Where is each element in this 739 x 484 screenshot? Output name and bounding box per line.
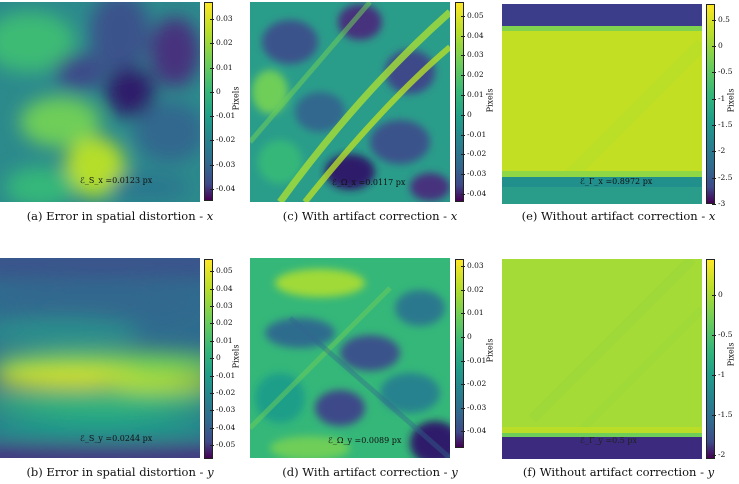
colorbar-c — [455, 2, 464, 202]
colorbar-tick-label: -0.01 — [460, 129, 487, 139]
annotation-a: ℰ_S_x =0.0123 px — [80, 176, 153, 185]
colorbar-tick-label: -2.5 — [711, 172, 733, 182]
annotation-f: ℰ_Γ_y =0.5 px — [580, 436, 638, 445]
colorbar-tick-label: -2 — [711, 450, 726, 459]
colorbar-tick-label: -0.01 — [209, 111, 236, 121]
colorbar-tick-label: 0.01 — [461, 90, 484, 100]
colorbar-tick-label: -0.04 — [209, 183, 236, 193]
colorbar-tick-label: -1.5 — [711, 410, 733, 419]
heatmap-f — [502, 259, 702, 459]
colorbar-tick-label: 0.01 — [461, 308, 484, 318]
colorbar-tick-label: -0.02 — [209, 135, 236, 145]
colorbar-tick-label: 0 — [461, 331, 472, 341]
caption-f: (f) Without artifact correction - y — [522, 465, 715, 479]
colorbar-tick-label: 0.5 — [712, 14, 730, 24]
colorbar-tick-label: 0.02 — [461, 70, 484, 80]
colorbar-f — [706, 259, 715, 459]
heatmap-e — [502, 4, 702, 204]
colorbar-label-f: Pixels — [726, 342, 736, 367]
caption-c: (c) With artifact correction - x — [282, 209, 458, 223]
colorbar-tick-label: -0.04 — [209, 422, 236, 432]
colorbar-tick-label: -0.03 — [460, 169, 487, 179]
colorbar-tick-label: 0.02 — [461, 284, 484, 294]
colorbar-tick-label: -0.04 — [460, 426, 487, 436]
colorbar-tick-label: 0.05 — [461, 10, 484, 20]
colorbar-tick-label: -3 — [711, 199, 726, 208]
heatmap-d — [250, 258, 450, 458]
heatmap-c — [250, 2, 450, 202]
colorbar-tick-label: 0.04 — [461, 30, 484, 40]
colorbar-tick-label: 0.03 — [461, 50, 484, 60]
colorbar-tick-label: -0.05 — [209, 440, 236, 450]
colorbar-label-e: Pixels — [726, 88, 736, 113]
colorbar-tick-label: -0.02 — [209, 387, 236, 397]
annotation-e: ℰ_Γ_x =0.8972 px — [580, 177, 653, 186]
colorbar-e — [706, 4, 715, 204]
colorbar-tick-label: 0 — [461, 109, 472, 119]
colorbar-tick-label: -0.5 — [711, 67, 733, 77]
annotation-b: ℰ_S_y =0.0244 px — [80, 434, 153, 443]
colorbar-label-a: Pixels — [231, 86, 241, 111]
colorbar-tick-label: 0.05 — [210, 266, 233, 276]
caption-d: (d) With artifact correction - y — [282, 465, 458, 479]
colorbar-label-c: Pixels — [485, 88, 495, 113]
colorbar-a — [204, 2, 213, 201]
colorbar-tick-label: -2 — [711, 146, 726, 156]
colorbar-tick-label: -1 — [711, 370, 726, 379]
colorbar-tick-label: -0.01 — [460, 355, 487, 365]
colorbar-tick-label: 0 — [210, 86, 221, 96]
colorbar-tick-label: -0.03 — [460, 402, 487, 412]
annotation-d: ℰ_Ω_y =0.0089 px — [328, 436, 402, 445]
colorbar-tick-label: -0.5 — [711, 330, 733, 339]
colorbar-tick-label: -0.01 — [209, 370, 236, 380]
colorbar-tick-label: -1 — [711, 93, 726, 103]
caption-a: (a) Error in spatial distortion - x — [26, 209, 214, 223]
caption-b: (b) Error in spatial distortion - y — [26, 465, 214, 479]
colorbar-label-d: Pixels — [485, 338, 495, 363]
colorbar-tick-label: 0.02 — [210, 38, 233, 48]
colorbar-tick-label: 0 — [210, 353, 221, 363]
colorbar-tick-label: 0.04 — [210, 283, 233, 293]
colorbar-tick-label: -0.02 — [460, 379, 487, 389]
annotation-c: ℰ_Ω_x =0.0117 px — [332, 178, 406, 187]
colorbar-tick-label: 0.01 — [210, 62, 233, 72]
colorbar-tick-label: 0 — [712, 290, 723, 299]
colorbar-label-b: Pixels — [231, 344, 241, 369]
colorbar-tick-label: 0.01 — [210, 335, 233, 345]
colorbar-tick-label: -0.03 — [209, 159, 236, 169]
colorbar-d — [455, 259, 464, 448]
colorbar-tick-label: -0.02 — [460, 149, 487, 159]
heatmap-a — [0, 2, 200, 202]
heatmap-b — [0, 258, 200, 458]
colorbar-tick-label: 0 — [712, 41, 723, 51]
colorbar-tick-label: -0.04 — [460, 189, 487, 199]
colorbar-tick-label: 0.02 — [210, 318, 233, 328]
colorbar-tick-label: -1.5 — [711, 120, 733, 130]
colorbar-tick-label: 0.03 — [461, 261, 484, 271]
caption-e: (e) Without artifact correction - x — [521, 209, 716, 223]
colorbar-tick-label: -0.03 — [209, 405, 236, 415]
colorbar-tick-label: 0.03 — [210, 13, 233, 23]
colorbar-tick-label: 0.03 — [210, 300, 233, 310]
